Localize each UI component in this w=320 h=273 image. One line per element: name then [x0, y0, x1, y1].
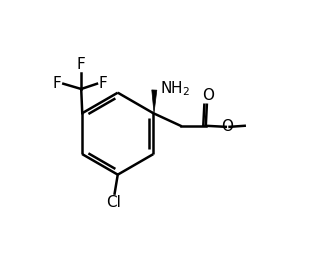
Text: NH$_2$: NH$_2$ [160, 80, 190, 98]
Text: Cl: Cl [106, 195, 121, 210]
Text: O: O [221, 119, 233, 134]
Text: F: F [53, 76, 62, 91]
Text: O: O [202, 88, 214, 103]
Text: F: F [77, 57, 85, 72]
Text: F: F [99, 76, 108, 91]
Polygon shape [152, 90, 157, 113]
